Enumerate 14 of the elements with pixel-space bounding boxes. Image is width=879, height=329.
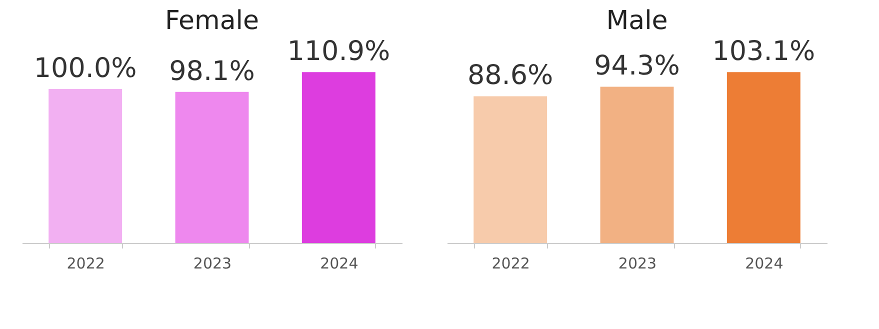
- chart-title: Female: [164, 6, 260, 36]
- x-tick-label: 2022: [66, 254, 105, 272]
- data-label: 103.1%: [712, 36, 816, 68]
- data-label: 94.3%: [594, 50, 680, 82]
- data-label: 110.9%: [287, 36, 390, 68]
- data-label: 98.1%: [169, 56, 255, 87]
- chart-title: Male: [606, 6, 668, 36]
- data-label: 100.0%: [34, 52, 137, 84]
- x-tick-label: 2024: [320, 254, 358, 272]
- x-tick-label: 2023: [618, 254, 657, 272]
- x-tick-label: 2024: [745, 254, 784, 272]
- x-tick-label: 2022: [492, 254, 530, 272]
- data-label: 88.6%: [467, 60, 554, 92]
- x-tick-label: 2023: [193, 254, 232, 272]
